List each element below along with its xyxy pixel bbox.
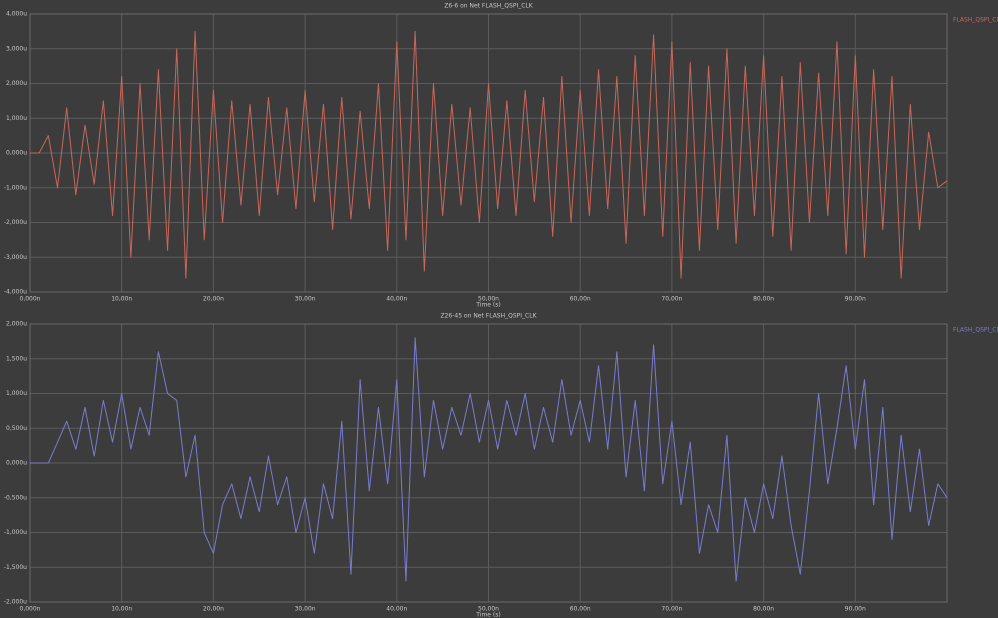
x-tick-label: 40,00n — [386, 296, 407, 303]
x-tick-label: 0,000n — [20, 296, 41, 303]
x-tick-label: 70,00n — [661, 606, 682, 613]
y-tick-label: 4,000u — [6, 11, 27, 18]
y-tick-label: 0,500u — [6, 425, 27, 432]
x-tick-label: 80,00n — [753, 606, 774, 613]
legend-entry: FLASH_QSPI_CLK — [953, 17, 998, 24]
y-tick-label: -1,500u — [4, 564, 27, 571]
y-tick-label: 1,000u — [6, 390, 27, 397]
x-tick-label: 20,00n — [203, 606, 224, 613]
y-tick-label: 2,000u — [6, 80, 27, 87]
y-tick-label: 0,000u — [6, 150, 27, 157]
y-tick-label: -2,000u — [4, 219, 27, 226]
x-tick-label: 60,00n — [570, 296, 591, 303]
y-tick-label: -0,500u — [4, 494, 27, 501]
x-tick-label: 50,00n — [478, 606, 499, 613]
chart-title: Z6-6 on Net FLASH_QSPI_CLK — [444, 3, 533, 10]
x-tick-label: 40,00n — [386, 606, 407, 613]
x-tick-label: 10,00n — [111, 296, 132, 303]
waveform-line — [30, 337, 948, 582]
y-tick-label: 3,000u — [6, 45, 27, 52]
x-tick-label: 60,00n — [570, 606, 591, 613]
y-tick-label: 0,000u — [6, 460, 27, 467]
x-tick-label: 50,00n — [478, 296, 499, 303]
legend-entry: FLASH_QSPI_CLK — [953, 327, 998, 334]
y-tick-label: -3,000u — [4, 254, 27, 261]
y-tick-label: -4,000u — [4, 289, 27, 296]
x-tick-label: 70,00n — [661, 296, 682, 303]
x-tick-label: 30,00n — [295, 296, 316, 303]
y-tick-label: -1,000u — [4, 184, 27, 191]
chart-title: Z26-45 on Net FLASH_QSPI_CLK — [440, 313, 537, 320]
x-axis-label: Time (s) — [475, 612, 500, 618]
x-axis-label: Time (s) — [475, 302, 500, 309]
x-tick-label: 20,00n — [203, 296, 224, 303]
y-tick-label: 2,000u — [6, 321, 27, 328]
x-tick-label: 30,00n — [295, 606, 316, 613]
chart-panel: Z6-6 on Net FLASH_QSPI_CLK -4,000u -3,000u… — [4, 3, 998, 309]
y-tick-label: -1,000u — [4, 529, 27, 536]
x-tick-label: 0,000n — [20, 606, 41, 613]
x-tick-label: 90,00n — [845, 296, 866, 303]
x-tick-label: 80,00n — [753, 296, 774, 303]
y-tick-label: 1,500u — [6, 355, 27, 362]
y-tick-label: 1,000u — [6, 115, 27, 122]
y-tick-label: -2,000u — [4, 599, 27, 606]
waveform-line — [30, 30, 948, 279]
x-tick-label: 90,00n — [845, 606, 866, 613]
x-tick-label: 10,00n — [111, 606, 132, 613]
chart-panel: Z26-45 on Net FLASH_QSPI_CLK -2,000u -1,50… — [4, 313, 998, 618]
